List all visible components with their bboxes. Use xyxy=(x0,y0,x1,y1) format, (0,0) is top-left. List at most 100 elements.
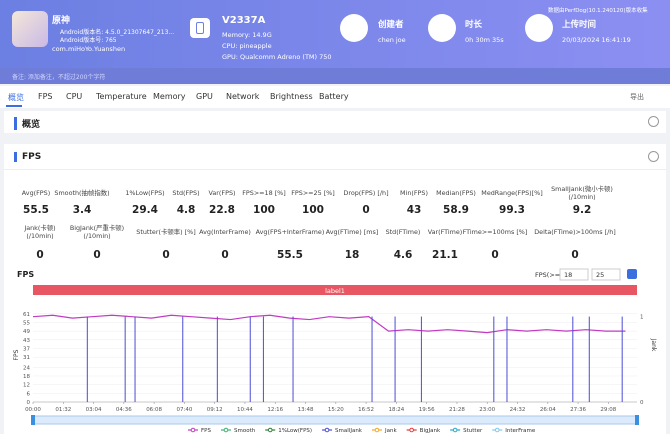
duration: 0h 30m 35s xyxy=(465,36,504,44)
metric-label: Drop(FPS) [/h] xyxy=(343,189,389,197)
divider xyxy=(4,169,666,170)
device: V2337A xyxy=(222,15,266,26)
legend-dot xyxy=(452,427,458,433)
legend-dot xyxy=(494,427,500,433)
x-tick-label: 18:24 xyxy=(388,407,404,413)
y-tick-label: 43 xyxy=(23,338,30,344)
threshold-input[interactable] xyxy=(559,268,589,281)
legend-dot xyxy=(267,427,273,433)
x-tick-label: 06:08 xyxy=(146,407,162,413)
legend-label[interactable]: Jank xyxy=(384,428,397,434)
header: 原神 Android版本名: 4.5.0_21307647_213... And… xyxy=(0,0,670,68)
threshold-value: 25 xyxy=(596,271,604,279)
tab[interactable]: GPU xyxy=(196,92,213,101)
legend-label[interactable]: BigJank xyxy=(420,428,441,434)
label-band xyxy=(33,285,637,295)
metric-label: (/10min) xyxy=(568,193,596,201)
note[interactable]: 备注: 添加备注，不超过200个字符 xyxy=(12,74,106,81)
x-tick-label: 04:36 xyxy=(116,407,132,413)
metric-value: 100 xyxy=(253,204,275,216)
metric-value: 3.4 xyxy=(72,204,92,216)
tab-underline xyxy=(6,105,22,107)
version-name: Android版本名: 4.5.0_21307647_213... xyxy=(60,29,175,36)
metric-value: 4.8 xyxy=(176,204,196,216)
x-tick-label: 16:52 xyxy=(358,407,374,413)
metric-label: (/10min) xyxy=(26,232,54,240)
memory: Memory: 14.9G xyxy=(222,31,272,39)
tab[interactable]: Memory xyxy=(153,92,186,101)
y-tick-label: 31 xyxy=(23,355,30,361)
history-icon xyxy=(525,14,553,42)
metric-label: Stutter(卡顿率) [%] xyxy=(136,228,196,236)
metric-value: 0 xyxy=(362,204,370,216)
metric-label: Delta(FTime)>100ms [/h] xyxy=(534,228,616,236)
y-tick-label: 6 xyxy=(27,391,31,397)
tab[interactable]: CPU xyxy=(66,92,83,101)
legend-label[interactable]: InterFrame xyxy=(505,428,536,434)
tab[interactable]: Temperature xyxy=(96,92,147,101)
x-tick-label: 19:56 xyxy=(419,407,435,413)
metric-value: 18 xyxy=(344,249,360,261)
scrollbar[interactable] xyxy=(32,415,638,425)
x-tick-label: 09:12 xyxy=(207,407,223,413)
y-tick-label: 24 xyxy=(23,365,30,371)
metric-label: Var(FPS) xyxy=(208,189,236,197)
collapse-button[interactable] xyxy=(648,116,659,127)
series-line xyxy=(32,314,626,334)
metric-value: 0 xyxy=(36,249,44,261)
toggle[interactable] xyxy=(627,269,637,279)
metric-value: 0 xyxy=(221,249,229,261)
x-tick-label: 00:00 xyxy=(25,407,41,413)
tab[interactable]: Network xyxy=(226,92,260,101)
y-tick-label: 18 xyxy=(23,374,30,380)
y-tick-label: 61 xyxy=(23,312,30,318)
tab[interactable]: FPS xyxy=(38,92,53,101)
legend-label[interactable]: Stutter xyxy=(463,428,483,434)
y-axis-label: FPS xyxy=(13,349,20,360)
legend-label[interactable]: FPS xyxy=(201,428,211,434)
phone-icon xyxy=(190,18,210,38)
metric-label: MedRange(FPS)[%] xyxy=(481,189,543,197)
metric-value: 100 xyxy=(302,204,324,216)
duration-label: 时长 xyxy=(465,20,483,30)
metric-value: 55.5 xyxy=(23,204,49,216)
x-tick-label: 26:04 xyxy=(540,407,556,413)
metric-label: FPS>=25 [%] xyxy=(291,189,335,197)
metric-value: 4.6 xyxy=(393,249,413,261)
threshold-label: FPS(>=) xyxy=(535,271,563,279)
collected-by: 数据由PerfDog(10.1.240120)版本收集 xyxy=(548,8,648,14)
metric-value: 22.8 xyxy=(209,204,235,216)
metric-label: (/10min) xyxy=(83,232,111,240)
metric-label: Jank(卡顿) xyxy=(24,224,56,232)
x-tick-label: 24:32 xyxy=(510,407,526,413)
x-tick-label: 27:36 xyxy=(570,407,586,413)
metric-value: 99.3 xyxy=(499,204,525,216)
threshold-input[interactable] xyxy=(591,268,621,281)
export-button[interactable]: 导出 xyxy=(630,93,644,101)
tab[interactable]: Brightness xyxy=(270,92,313,101)
metric-value: 0 xyxy=(93,249,101,261)
metric-value: 0 xyxy=(491,249,499,261)
scroll-handle[interactable] xyxy=(635,415,639,425)
metric-label: BigJank(严重卡顿) xyxy=(69,224,125,232)
legend-label[interactable]: SmallJank xyxy=(335,428,363,434)
collapse-button[interactable] xyxy=(648,151,659,162)
legend-label[interactable]: 1%Low(FPS) xyxy=(278,428,312,434)
overview-title: 概览 xyxy=(14,117,40,130)
tab[interactable]: Battery xyxy=(319,92,349,101)
overview-card: 概览 xyxy=(4,111,666,133)
legend-dot xyxy=(324,427,330,433)
scroll-handle[interactable] xyxy=(31,415,35,425)
note-bar: 备注: 添加备注，不超过200个字符 xyxy=(0,68,670,84)
legend-dot xyxy=(409,427,414,433)
fps-chart: FPS FPS(>=) 18 25label106121824313743495561… xyxy=(4,264,666,434)
metric-label: Avg(FPS+InterFrame) xyxy=(255,228,325,236)
app-icon xyxy=(12,11,48,47)
x-tick-label: 13:48 xyxy=(298,407,314,413)
x-tick-label: 29:08 xyxy=(600,407,616,413)
legend-label[interactable]: Smooth xyxy=(234,428,256,434)
tab[interactable]: 概览 xyxy=(8,93,24,102)
y-tick-label: 37 xyxy=(23,346,30,352)
package: com.miHoYo.Yuanshen xyxy=(52,45,126,53)
